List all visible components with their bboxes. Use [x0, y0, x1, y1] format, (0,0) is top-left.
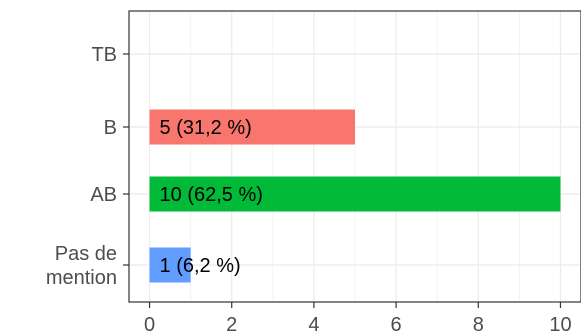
data-label: 10 (62,5 %): [160, 184, 263, 206]
plot-panel-border: [128, 10, 581, 303]
data-label: 5 (31,2 %): [160, 117, 252, 139]
y-tick-label: TB: [91, 44, 117, 66]
bar: [149, 247, 191, 283]
data-label: 1 (6,2 %): [160, 255, 241, 277]
x-tick-label: 8: [473, 314, 484, 335]
x-tick-label: 6: [391, 314, 402, 335]
y-tick-label: B: [104, 117, 117, 139]
x-tick-label: 4: [308, 314, 319, 335]
axes: TB B AB Pas de mention 0 2 4 6 8 10: [46, 44, 572, 335]
x-tick-label: 2: [226, 314, 237, 335]
x-tick-label: 10: [549, 314, 571, 335]
y-tick-label: AB: [90, 184, 117, 206]
bars: [149, 109, 561, 283]
bar: [149, 176, 561, 212]
x-tick-label: 0: [144, 314, 155, 335]
bar: [149, 109, 355, 145]
y-tick-label: Pas de mention: [46, 243, 117, 289]
data-labels: 5 (31,2 %) 10 (62,5 %) 1 (6,2 %): [160, 117, 263, 277]
